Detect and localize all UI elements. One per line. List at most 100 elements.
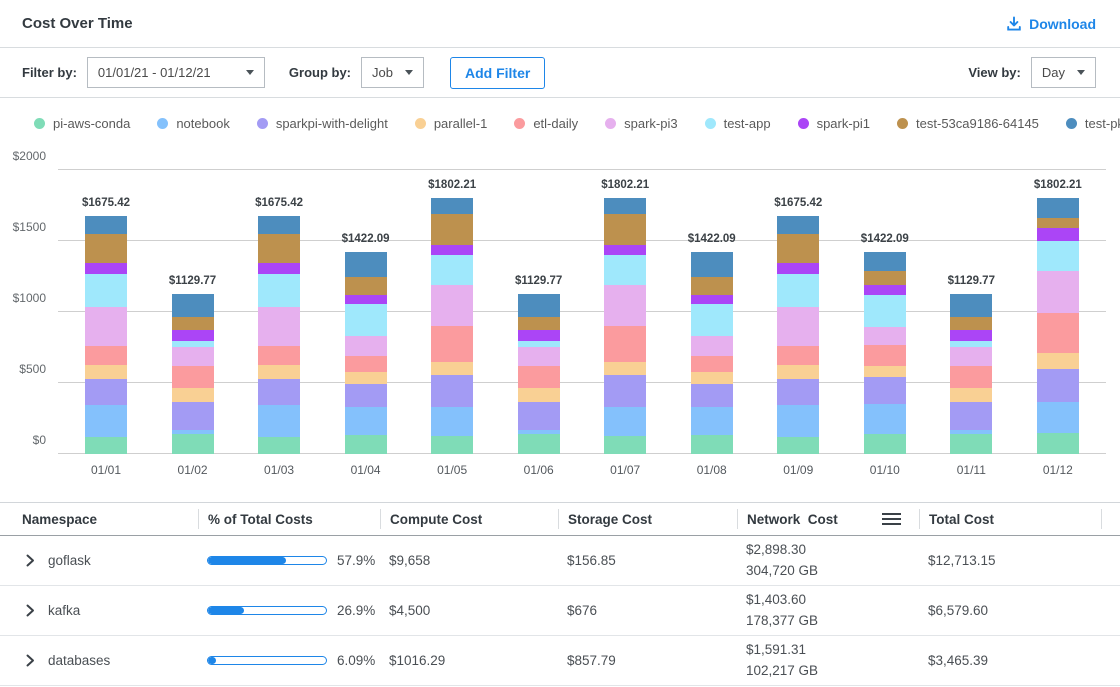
bar-segment-test-pkix[interactable] bbox=[431, 198, 473, 214]
bar-segment-parallel-1[interactable] bbox=[345, 372, 387, 384]
bar-segment-spark-pi1[interactable] bbox=[864, 285, 906, 295]
date-range-dropdown[interactable]: 01/01/21 - 01/12/21 bbox=[87, 57, 265, 88]
bar-segment-spark-pi1[interactable] bbox=[258, 263, 300, 274]
add-filter-button[interactable]: Add Filter bbox=[450, 57, 545, 89]
bar-segment-etl-daily[interactable] bbox=[1037, 313, 1079, 353]
bar-segment-spark-pi3[interactable] bbox=[864, 327, 906, 345]
bar-segment-parallel-1[interactable] bbox=[691, 372, 733, 384]
bar-segment-test-pkix[interactable] bbox=[345, 252, 387, 276]
bar-segment-spark-pi3[interactable] bbox=[518, 347, 560, 366]
table-row-kafka[interactable]: kafka26.9%$4,500$676$1,403.60178,377 GB$… bbox=[0, 586, 1120, 636]
bar-segment-sparkpi-with-delight[interactable] bbox=[777, 379, 819, 404]
bar-segment-pi-aws-conda[interactable] bbox=[1037, 433, 1079, 454]
bar-segment-notebook[interactable] bbox=[431, 407, 473, 435]
table-row-databases[interactable]: databases6.09%$1016.29$857.79$1,591.3110… bbox=[0, 636, 1120, 686]
bar-segment-notebook[interactable] bbox=[777, 405, 819, 437]
bar-segment-etl-daily[interactable] bbox=[85, 346, 127, 365]
bar-segment-pi-aws-conda[interactable] bbox=[258, 437, 300, 454]
bar-segment-etl-daily[interactable] bbox=[691, 356, 733, 372]
bar-segment-parallel-1[interactable] bbox=[1037, 353, 1079, 369]
bar-segment-sparkpi-with-delight[interactable] bbox=[604, 375, 646, 408]
bar-segment-spark-pi3[interactable] bbox=[431, 285, 473, 325]
bar-segment-parallel-1[interactable] bbox=[864, 366, 906, 377]
bar-segment-test-53ca9186-64145[interactable] bbox=[258, 234, 300, 262]
bar-segment-pi-aws-conda[interactable] bbox=[85, 437, 127, 454]
column-header-network-cost[interactable]: Network Cost bbox=[737, 509, 919, 529]
bar-segment-parallel-1[interactable] bbox=[950, 388, 992, 402]
bar-segment-notebook[interactable] bbox=[864, 404, 906, 434]
bar-segment-pi-aws-conda[interactable] bbox=[777, 437, 819, 454]
bar-segment-etl-daily[interactable] bbox=[518, 366, 560, 387]
bar-segment-spark-pi3[interactable] bbox=[258, 307, 300, 346]
bar-segment-test-app[interactable] bbox=[345, 304, 387, 336]
bar-segment-test-app[interactable] bbox=[1037, 241, 1079, 272]
bar-segment-test-53ca9186-64145[interactable] bbox=[1037, 218, 1079, 228]
bar-segment-spark-pi3[interactable] bbox=[604, 285, 646, 325]
bar-segment-test-pkix[interactable] bbox=[172, 294, 214, 317]
bar-segment-test-app[interactable] bbox=[691, 304, 733, 336]
bar-segment-pi-aws-conda[interactable] bbox=[518, 434, 560, 454]
bar-segment-test-pkix[interactable] bbox=[777, 216, 819, 234]
bar-segment-pi-aws-conda[interactable] bbox=[691, 435, 733, 454]
bar-segment-spark-pi3[interactable] bbox=[345, 336, 387, 356]
bar-segment-etl-daily[interactable] bbox=[777, 346, 819, 365]
bar-segment-test-53ca9186-64145[interactable] bbox=[604, 214, 646, 245]
bar-segment-spark-pi1[interactable] bbox=[85, 263, 127, 274]
column-settings-icon[interactable] bbox=[882, 513, 901, 526]
bar-segment-sparkpi-with-delight[interactable] bbox=[1037, 369, 1079, 402]
bar-segment-spark-pi3[interactable] bbox=[85, 307, 127, 346]
column-header-namespace[interactable]: Namespace bbox=[0, 509, 198, 529]
bar-segment-test-app[interactable] bbox=[258, 274, 300, 307]
bar-segment-test-pkix[interactable] bbox=[85, 216, 127, 234]
bar-segment-parallel-1[interactable] bbox=[431, 362, 473, 375]
bar-segment-sparkpi-with-delight[interactable] bbox=[345, 384, 387, 407]
column-header-total-cost[interactable]: Total Cost bbox=[919, 509, 1102, 529]
bar-segment-spark-pi1[interactable] bbox=[1037, 228, 1079, 241]
bar-segment-test-53ca9186-64145[interactable] bbox=[431, 214, 473, 245]
bar-segment-parallel-1[interactable] bbox=[85, 365, 127, 380]
bar-segment-spark-pi1[interactable] bbox=[345, 295, 387, 304]
legend-item-test-app[interactable]: test-app bbox=[705, 116, 771, 131]
bar-segment-spark-pi3[interactable] bbox=[691, 336, 733, 356]
column-header--of-total-costs[interactable]: % of Total Costs bbox=[198, 509, 380, 529]
bar-segment-sparkpi-with-delight[interactable] bbox=[691, 384, 733, 407]
chevron-right-icon[interactable] bbox=[26, 554, 35, 567]
bar-segment-test-53ca9186-64145[interactable] bbox=[864, 271, 906, 285]
bar-segment-spark-pi3[interactable] bbox=[1037, 271, 1079, 312]
bar-segment-test-pkix[interactable] bbox=[691, 252, 733, 276]
legend-item-parallel-1[interactable]: parallel-1 bbox=[415, 116, 487, 131]
bar-segment-notebook[interactable] bbox=[691, 407, 733, 435]
bar-segment-sparkpi-with-delight[interactable] bbox=[85, 379, 127, 404]
bar-segment-spark-pi3[interactable] bbox=[172, 347, 214, 366]
bar-segment-notebook[interactable] bbox=[85, 405, 127, 437]
bar-segment-etl-daily[interactable] bbox=[258, 346, 300, 365]
bar-segment-sparkpi-with-delight[interactable] bbox=[518, 402, 560, 430]
bar-segment-sparkpi-with-delight[interactable] bbox=[258, 379, 300, 404]
bar-segment-etl-daily[interactable] bbox=[604, 326, 646, 362]
bar-segment-etl-daily[interactable] bbox=[172, 366, 214, 387]
bar-segment-pi-aws-conda[interactable] bbox=[172, 434, 214, 454]
bar-segment-spark-pi1[interactable] bbox=[950, 330, 992, 341]
bar-segment-sparkpi-with-delight[interactable] bbox=[172, 402, 214, 430]
bar-segment-parallel-1[interactable] bbox=[604, 362, 646, 375]
legend-item-pi-aws-conda[interactable]: pi-aws-conda bbox=[34, 116, 130, 131]
bar-segment-test-53ca9186-64145[interactable] bbox=[691, 277, 733, 295]
bar-segment-pi-aws-conda[interactable] bbox=[864, 434, 906, 454]
bar-segment-notebook[interactable] bbox=[1037, 402, 1079, 433]
bar-segment-spark-pi1[interactable] bbox=[172, 330, 214, 341]
bar-segment-test-app[interactable] bbox=[777, 274, 819, 307]
bar-segment-pi-aws-conda[interactable] bbox=[431, 436, 473, 454]
chevron-right-icon[interactable] bbox=[26, 654, 35, 667]
download-button[interactable]: Download bbox=[1006, 16, 1096, 32]
bar-segment-etl-daily[interactable] bbox=[345, 356, 387, 372]
bar-segment-etl-daily[interactable] bbox=[431, 326, 473, 362]
chevron-right-icon[interactable] bbox=[26, 604, 35, 617]
legend-item-spark-pi1[interactable]: spark-pi1 bbox=[798, 116, 870, 131]
bar-segment-spark-pi1[interactable] bbox=[604, 245, 646, 254]
bar-segment-test-pkix[interactable] bbox=[604, 198, 646, 214]
bar-segment-test-pkix[interactable] bbox=[950, 294, 992, 317]
bar-segment-sparkpi-with-delight[interactable] bbox=[431, 375, 473, 408]
bar-segment-parallel-1[interactable] bbox=[518, 388, 560, 402]
bar-segment-notebook[interactable] bbox=[604, 407, 646, 435]
bar-segment-etl-daily[interactable] bbox=[950, 366, 992, 387]
